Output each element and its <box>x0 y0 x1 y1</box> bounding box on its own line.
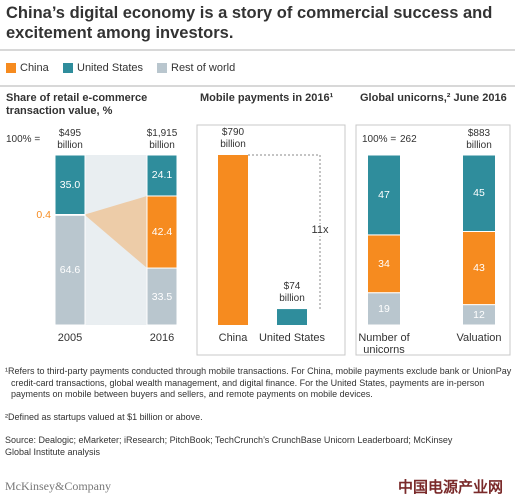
panel-title: Mobile payments in 2016¹ <box>200 92 334 104</box>
footnote: ²Defined as startups valued at $1 billio… <box>5 412 203 422</box>
total: 262 <box>400 134 417 145</box>
total: $883 billion <box>466 128 492 151</box>
bar-segment <box>54 154 86 215</box>
value-label: 19 <box>378 302 390 315</box>
x-tick-label: 2005 <box>57 332 83 344</box>
watermark: 中国电源产业网 <box>398 479 504 496</box>
value-label: 33.5 <box>151 290 173 303</box>
bar-segment <box>462 231 496 306</box>
bar-segment <box>367 234 401 294</box>
panel-title: Share of retail e-commerce transaction v… <box>6 92 148 117</box>
total: $1,915 billion <box>146 128 178 151</box>
footnote: ¹Refers to third-party payments conducte… <box>5 366 512 399</box>
x-tick-label: 2016 <box>149 332 175 344</box>
title: China’s digital economy is a story of co… <box>6 4 493 42</box>
bar <box>277 309 307 325</box>
connector <box>85 195 147 269</box>
x-tick-label: Number of unicorns <box>358 332 410 356</box>
value-label: 64.6 <box>59 264 81 277</box>
value-label: 42.4 <box>151 226 173 238</box>
legend-swatch <box>6 63 16 73</box>
bar-segment <box>54 214 86 326</box>
value-label: 12 <box>473 308 485 321</box>
legend-swatch <box>157 63 167 73</box>
panel-title: Global unicorns,² June 2016 <box>360 92 507 104</box>
total: $495 billion <box>57 128 83 151</box>
value-label: 45 <box>473 187 485 200</box>
value-label: 43 <box>473 262 485 275</box>
total-label: 100% = <box>6 134 41 145</box>
logo: McKinsey&Company <box>5 479 111 493</box>
legend-label: United States <box>77 62 144 74</box>
value-label: 47 <box>378 188 390 201</box>
bar-segment <box>146 154 178 197</box>
bar-segment <box>367 292 401 326</box>
bar <box>218 155 248 325</box>
legend-label: China <box>20 62 49 74</box>
panel-box <box>355 124 511 356</box>
x-tick-label: United States <box>258 332 326 344</box>
annotation: 11x <box>310 224 330 237</box>
annotation-line <box>248 154 321 310</box>
legend-label: Rest of world <box>171 62 236 74</box>
x-tick-label: Valuation <box>456 332 502 344</box>
total-label: 100% = <box>362 134 397 145</box>
panel-box <box>196 124 346 356</box>
value-label: 24.1 <box>151 169 173 182</box>
value-label: $790 billion <box>220 127 246 150</box>
bar-segment <box>146 195 178 269</box>
value-label: 0.4 <box>36 208 51 221</box>
value-label: 34 <box>378 257 390 270</box>
bar-segment <box>367 154 401 236</box>
x-tick-label: China <box>218 332 248 344</box>
bar-segment <box>462 154 496 232</box>
legend-swatch <box>63 63 73 73</box>
value-label: 35.0 <box>59 178 81 191</box>
value-label: $74 billion <box>279 281 305 305</box>
source: Source: Dealogic; eMarketer; iResearch; … <box>5 435 453 457</box>
